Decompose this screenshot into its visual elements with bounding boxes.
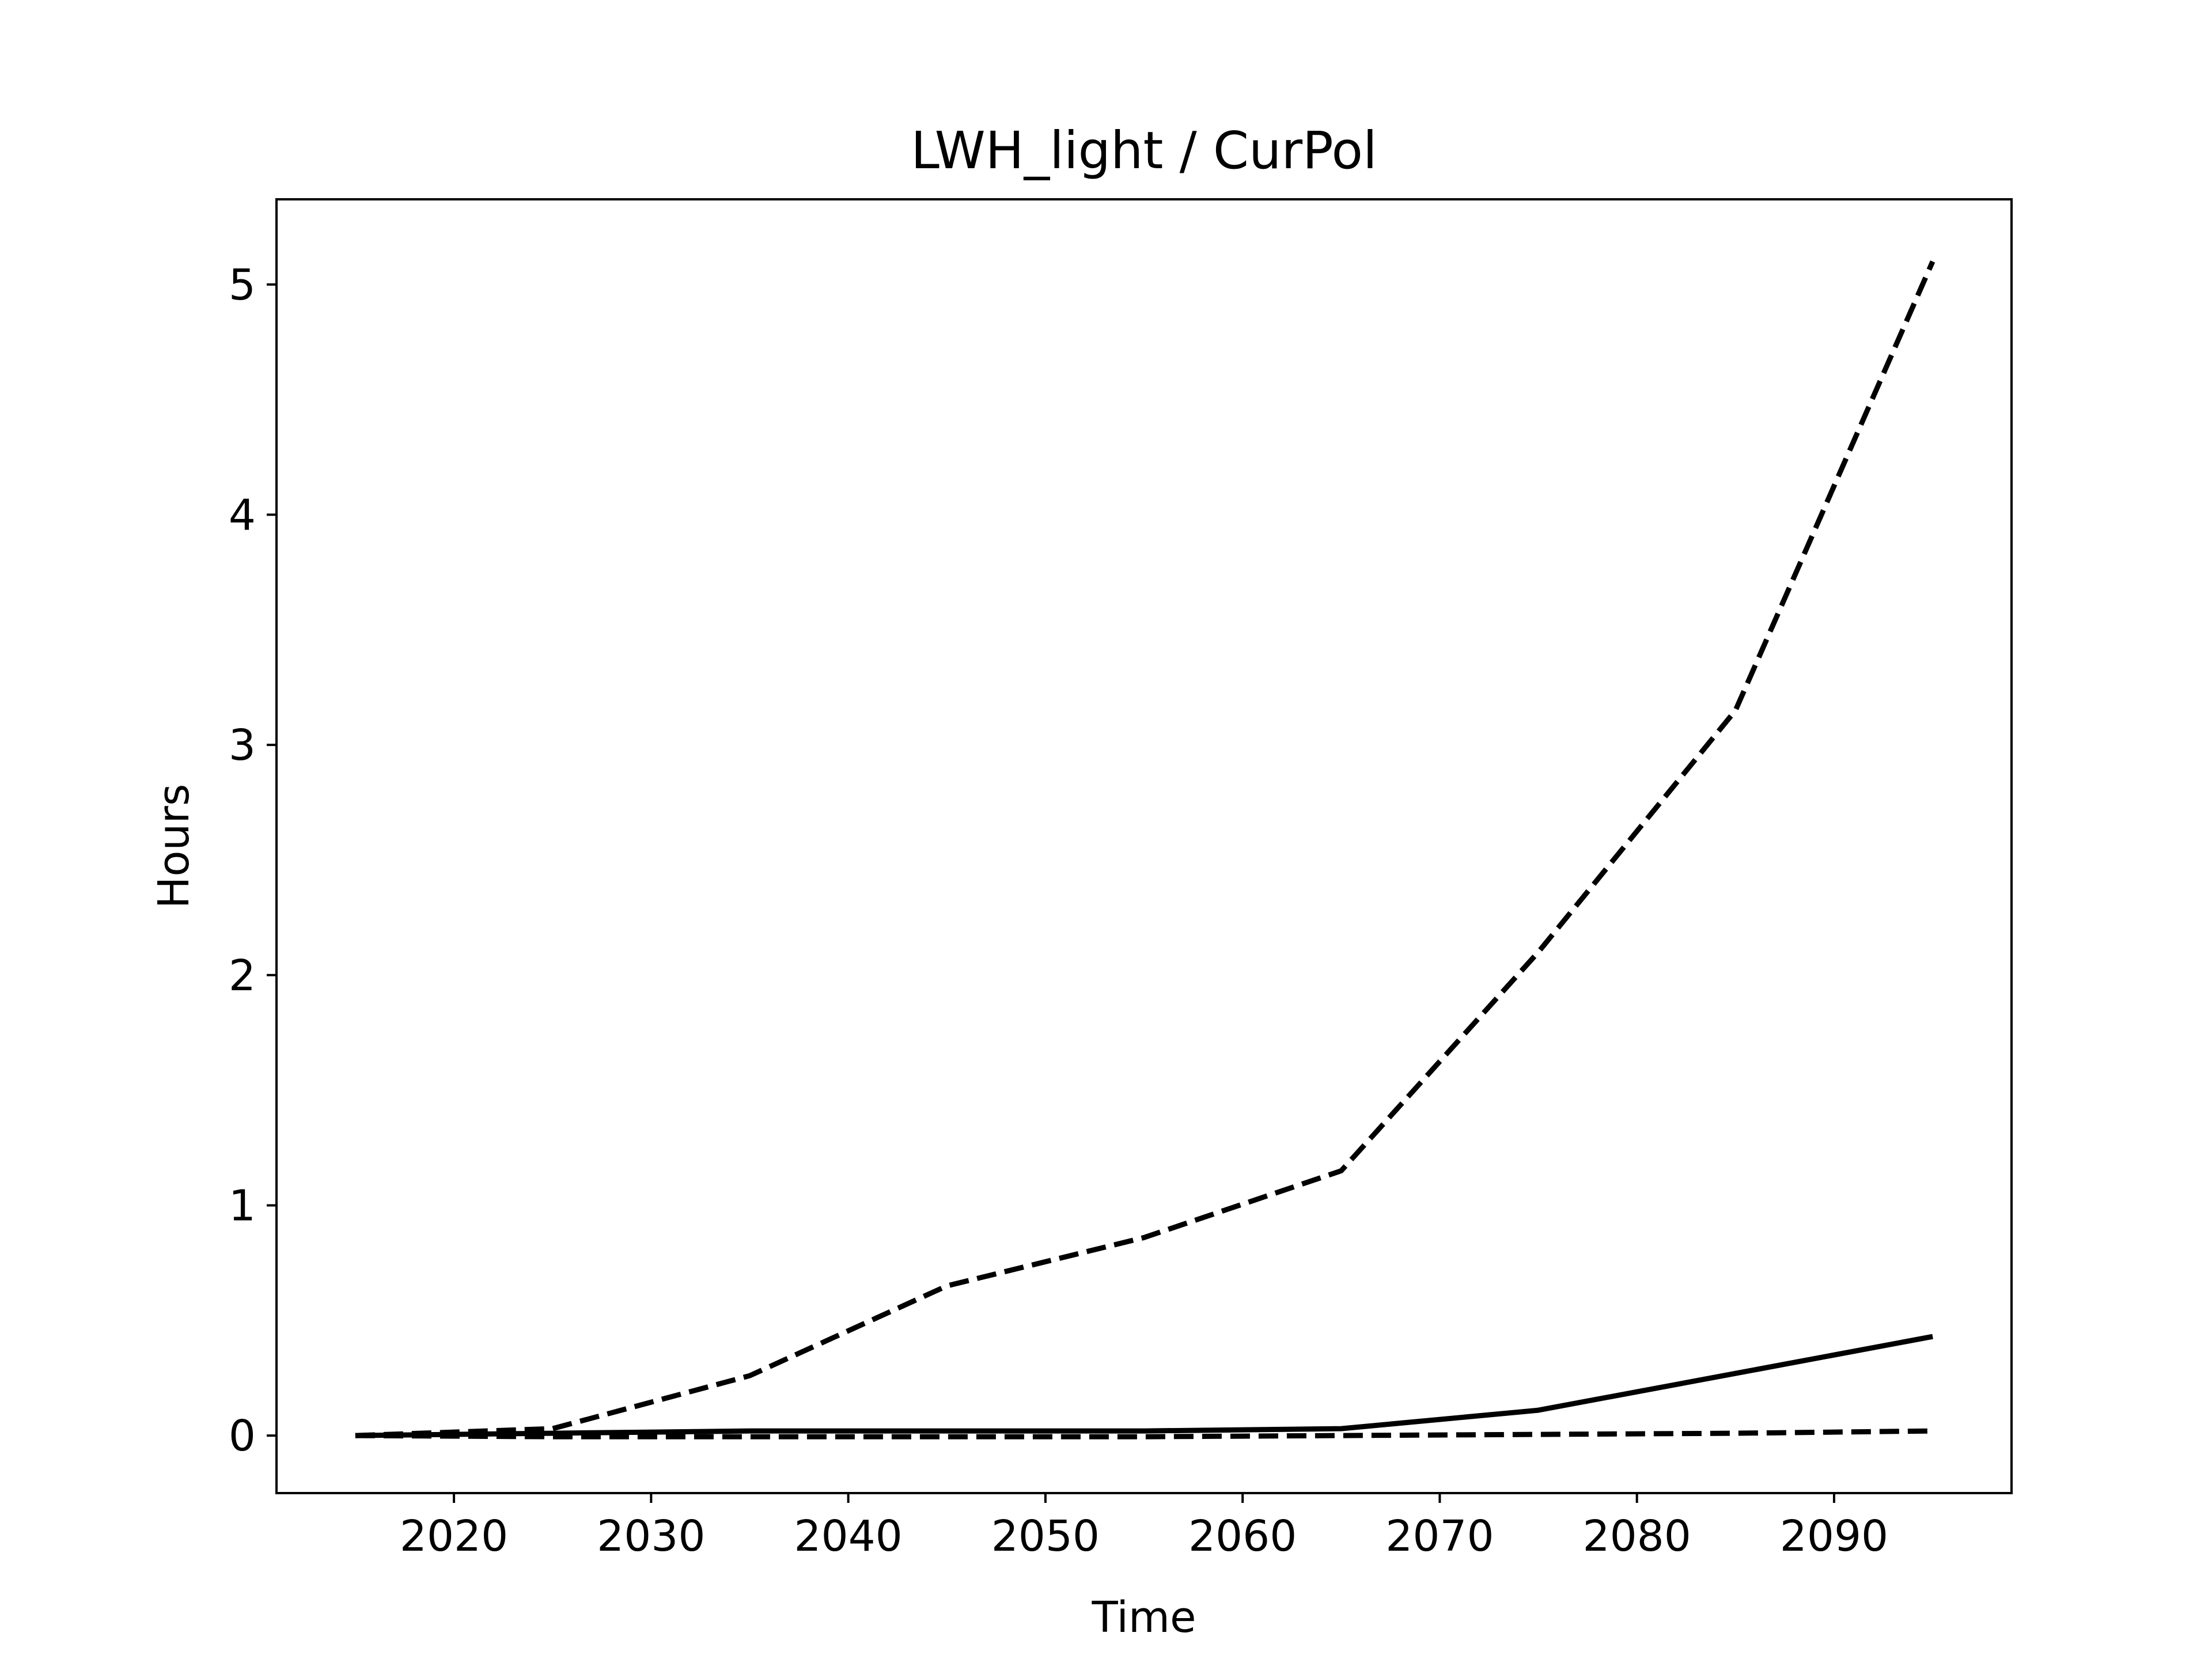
chart-title: LWH_light / CurPol xyxy=(911,120,1377,180)
series-line-3 xyxy=(355,1428,1933,1440)
x-tick-label: 2020 xyxy=(400,1512,508,1561)
y-tick-label: 0 xyxy=(229,1411,256,1461)
x-axis-label: Time xyxy=(1091,1593,1196,1642)
series-layer xyxy=(355,260,1936,1440)
y-tick-label: 2 xyxy=(229,951,256,1001)
plot-frame xyxy=(275,198,2013,1494)
x-tick-label: 2060 xyxy=(1188,1512,1297,1561)
y-tick-label: 1 xyxy=(229,1181,256,1230)
x-tick-label: 2070 xyxy=(1385,1512,1494,1561)
x-tick-label: 2080 xyxy=(1583,1512,1691,1561)
y-tick-label: 5 xyxy=(229,260,256,310)
series-line-1 xyxy=(355,260,1936,1438)
x-tick-label: 2050 xyxy=(991,1512,1100,1561)
y-tick-label: 3 xyxy=(229,721,256,770)
series-line-2 xyxy=(355,1334,1933,1438)
x-tick-label: 2030 xyxy=(597,1512,705,1561)
x-tick-label: 2090 xyxy=(1780,1512,1888,1561)
ticks-layer: 2020 2030 2040 2050 2060 2070 2080 2090 0 1 2 3 4 5 xyxy=(229,260,1888,1561)
x-tick-label: 2040 xyxy=(794,1512,902,1561)
y-tick-label: 4 xyxy=(229,491,256,540)
y-axis-label: Hours xyxy=(149,784,199,909)
